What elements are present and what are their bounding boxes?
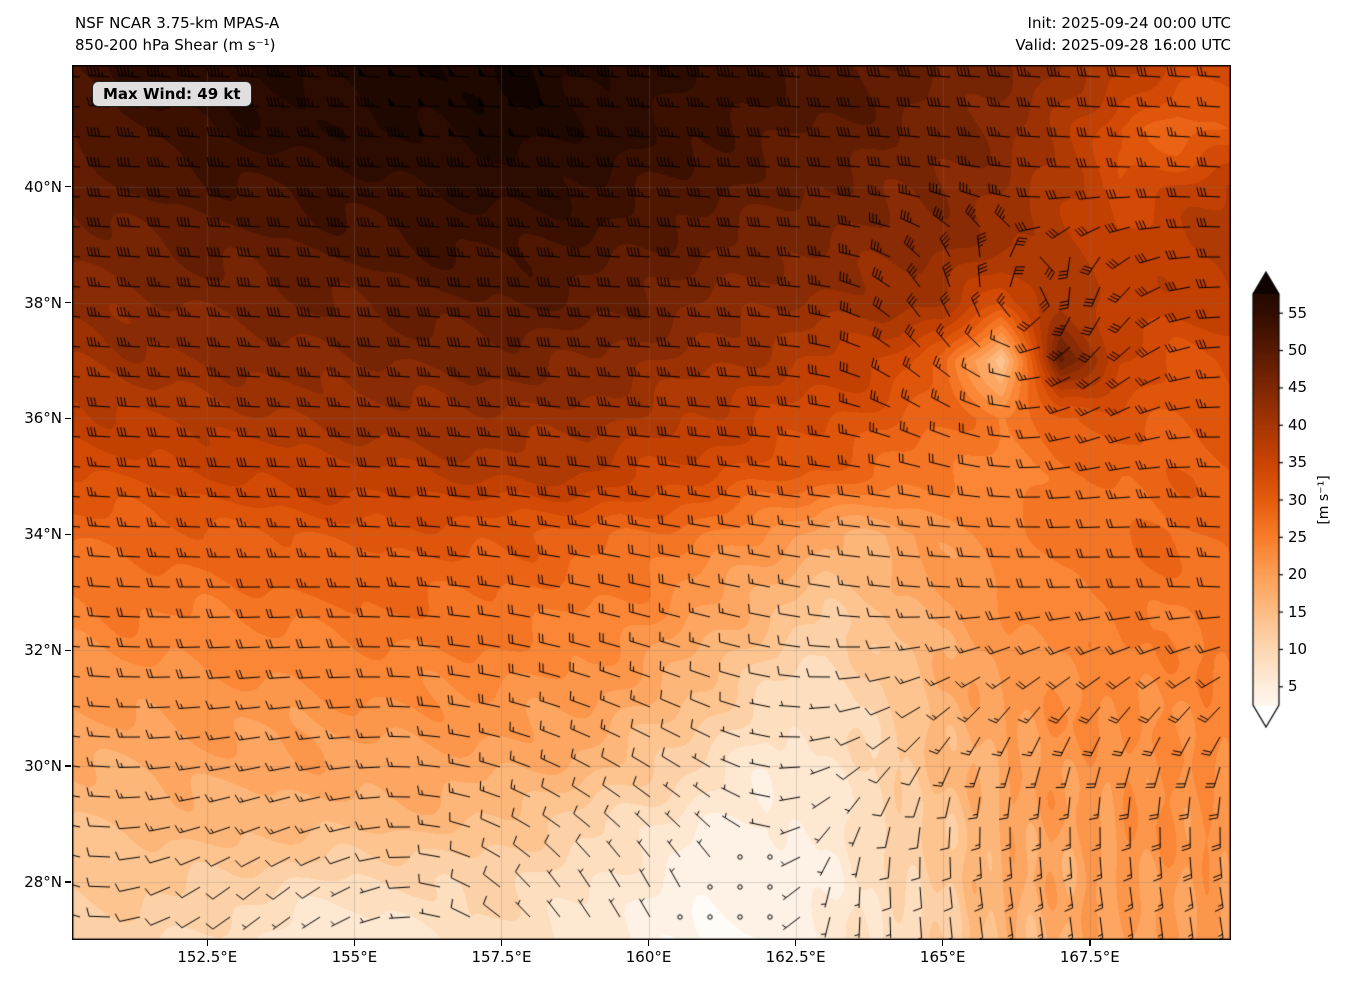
- y-tick-label: 34°N: [24, 525, 62, 544]
- colorbar-unit-label: [m s⁻¹]: [1316, 475, 1332, 525]
- colorbar-tick-label: 35: [1288, 453, 1308, 472]
- x-tick-label: 167.5°E: [1059, 948, 1120, 966]
- x-tick-label: 165°E: [919, 948, 966, 966]
- y-tick-label: 40°N: [24, 177, 62, 196]
- y-tick-label: 28°N: [24, 873, 62, 892]
- x-tick-label: 155°E: [331, 948, 378, 966]
- x-tick-label: 157.5°E: [471, 948, 532, 966]
- y-tick-mark: [65, 301, 71, 304]
- timestamps: Init: 2025-09-24 00:00 UTC Valid: 2025-0…: [1015, 12, 1231, 56]
- colorbar-tick-label: 40: [1288, 415, 1308, 434]
- x-tick-mark: [500, 940, 503, 946]
- colorbar-tick-label: 50: [1288, 341, 1308, 360]
- init-timestamp: Init: 2025-09-24 00:00 UTC: [1027, 14, 1231, 32]
- y-tick-mark: [65, 765, 71, 767]
- max-wind-badge: Max Wind: 49 kt: [92, 81, 252, 107]
- y-tick-mark: [65, 185, 71, 188]
- shear-map-canvas: [72, 65, 1231, 940]
- x-tick-mark: [941, 940, 944, 946]
- colorbar-tick-label: 25: [1288, 527, 1308, 546]
- colorbar-tick-label: 20: [1288, 565, 1308, 584]
- colorbar-tick-label: 30: [1288, 490, 1308, 509]
- colorbar-tick-label: 55: [1288, 303, 1308, 322]
- x-tick-label: 162.5°E: [765, 948, 826, 966]
- x-tick-mark: [794, 940, 797, 946]
- valid-timestamp: Valid: 2025-09-28 16:00 UTC: [1015, 36, 1231, 54]
- x-tick-mark: [1089, 940, 1091, 946]
- x-tick-mark: [353, 940, 356, 946]
- y-tick-mark: [65, 533, 71, 536]
- y-tick-label: 38°N: [24, 293, 62, 312]
- x-tick-label: 152.5°E: [177, 948, 238, 966]
- colorbar: [1250, 268, 1286, 732]
- y-tick-label: 36°N: [24, 409, 62, 428]
- y-tick-mark: [65, 881, 71, 883]
- x-tick-label: 160°E: [625, 948, 672, 966]
- y-tick-label: 32°N: [24, 641, 62, 660]
- y-tick-mark: [65, 649, 71, 651]
- model-title: NSF NCAR 3.75-km MPAS-A: [75, 14, 280, 32]
- x-tick-mark: [647, 940, 650, 946]
- y-tick-label: 30°N: [24, 757, 62, 776]
- colorbar-tick-label: 15: [1288, 602, 1308, 621]
- colorbar-tick-label: 45: [1288, 378, 1308, 397]
- y-tick-mark: [65, 417, 71, 420]
- figure-title: NSF NCAR 3.75-km MPAS-A 850-200 hPa Shea…: [75, 12, 279, 56]
- colorbar-tick-label: 5: [1288, 677, 1298, 696]
- colorbar-tick-label: 10: [1288, 639, 1308, 658]
- x-tick-mark: [206, 940, 209, 946]
- shear-map-plot: Max Wind: 49 kt: [72, 65, 1231, 940]
- field-title: 850-200 hPa Shear (m s⁻¹): [75, 36, 276, 54]
